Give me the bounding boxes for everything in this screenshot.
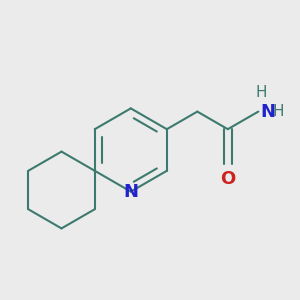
Text: N: N — [261, 103, 276, 121]
Text: H: H — [272, 104, 284, 119]
Text: N: N — [123, 183, 138, 201]
Text: O: O — [220, 170, 236, 188]
Text: H: H — [255, 85, 267, 100]
